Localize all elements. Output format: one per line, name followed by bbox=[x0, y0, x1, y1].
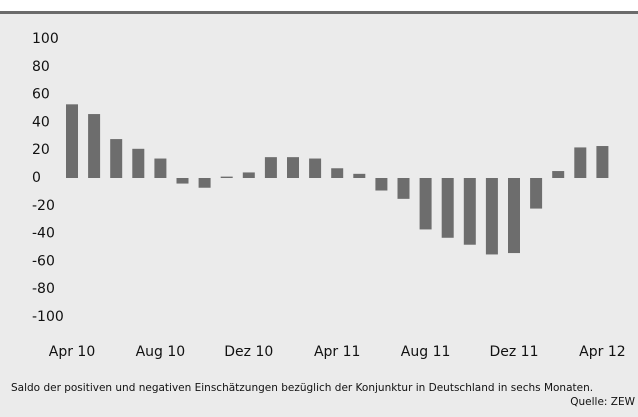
y-tick-label: 40 bbox=[32, 114, 50, 130]
bar bbox=[176, 178, 189, 184]
bar bbox=[220, 176, 233, 178]
y-tick-label: 0 bbox=[32, 170, 41, 186]
bar bbox=[66, 104, 78, 178]
bar bbox=[530, 178, 543, 209]
x-tick-label: Apr 12 bbox=[579, 344, 625, 360]
footnote: Saldo der positiven und negativen Einsch… bbox=[11, 382, 594, 394]
source: Quelle: ZEW bbox=[570, 396, 635, 408]
x-tick-label: Dez 11 bbox=[489, 344, 538, 360]
bar bbox=[154, 158, 167, 178]
y-tick-label: -100 bbox=[32, 309, 64, 325]
x-tick-label: Aug 10 bbox=[136, 344, 186, 360]
chart: -100 -80 -60 -40 -20 0 20 40 60 80 100 Apr 10 Aug 10… bbox=[32, 31, 626, 360]
bar bbox=[485, 178, 498, 255]
bar bbox=[552, 171, 565, 178]
bar bbox=[331, 168, 344, 178]
y-tick-label: -80 bbox=[32, 281, 55, 297]
bar bbox=[264, 157, 277, 178]
bar bbox=[375, 178, 388, 191]
y-tick-label: 100 bbox=[32, 31, 59, 47]
x-tick-label: Apr 10 bbox=[49, 344, 95, 360]
bar bbox=[287, 157, 299, 178]
bar bbox=[574, 147, 587, 178]
bar bbox=[441, 178, 454, 238]
bar bbox=[508, 178, 520, 254]
bar bbox=[110, 139, 123, 178]
bar bbox=[419, 178, 432, 230]
bar bbox=[242, 172, 255, 178]
y-tick-label: -60 bbox=[32, 253, 55, 269]
bar bbox=[353, 173, 366, 178]
bar bbox=[88, 114, 101, 178]
bar bbox=[309, 158, 322, 178]
bar bbox=[463, 178, 476, 245]
bar bbox=[596, 146, 609, 178]
bar bbox=[132, 148, 145, 178]
y-tick-label: -20 bbox=[32, 198, 55, 214]
y-tick-label: 80 bbox=[32, 59, 50, 75]
x-tick-label: Apr 11 bbox=[314, 344, 360, 360]
x-tick-label: Aug 11 bbox=[401, 344, 451, 360]
y-tick-label: -40 bbox=[32, 226, 55, 242]
bar bbox=[397, 178, 410, 199]
y-tick-label: 20 bbox=[32, 142, 50, 158]
x-tick-label: Dez 10 bbox=[224, 344, 273, 360]
y-tick-label: 60 bbox=[32, 87, 50, 103]
bar bbox=[198, 178, 211, 188]
header-bar bbox=[0, 0, 638, 14]
